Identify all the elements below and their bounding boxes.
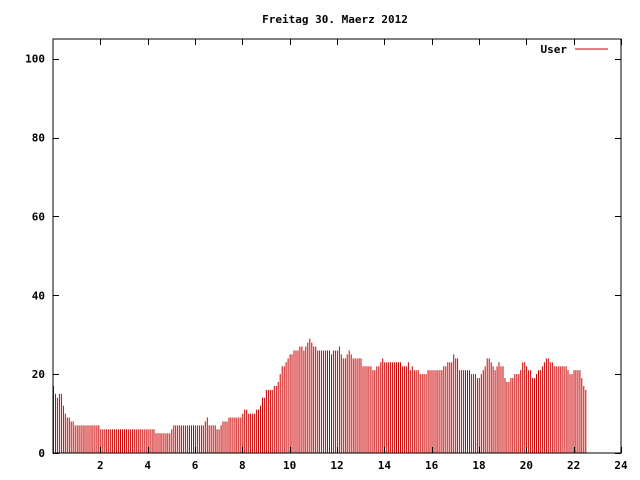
x-tick-label: 2	[97, 459, 104, 472]
y-tick-label: 100	[25, 53, 45, 66]
x-tick-label: 8	[239, 459, 246, 472]
x-tick-label: 12	[330, 459, 343, 472]
x-tick-label: 14	[378, 459, 392, 472]
y-tick-label: 0	[38, 447, 45, 460]
y-tick-label: 60	[32, 210, 45, 223]
x-tick-label: 16	[425, 459, 439, 472]
bars-layer	[53, 338, 587, 453]
legend-label-user: User	[541, 43, 568, 56]
x-tick-label: 20	[520, 459, 533, 472]
y-axis: 0 20 40 60 80 100	[25, 53, 621, 460]
y-tick-label: 20	[32, 368, 45, 381]
legend: User	[541, 43, 608, 56]
x-tick-label: 10	[283, 459, 296, 472]
y-tick-label: 40	[32, 289, 45, 302]
chart-title: Freitag 30. Maerz 2012	[262, 13, 408, 26]
x-tick-label: 22	[567, 459, 580, 472]
x-tick-label: 4	[144, 459, 151, 472]
x-tick-label: 6	[192, 459, 199, 472]
x-axis: 2 4 6 8 10 12 14 16 18 20 22 24	[97, 39, 628, 472]
x-tick-label: 24	[614, 459, 628, 472]
x-tick-label: 18	[472, 459, 485, 472]
y-tick-label: 80	[32, 132, 45, 145]
